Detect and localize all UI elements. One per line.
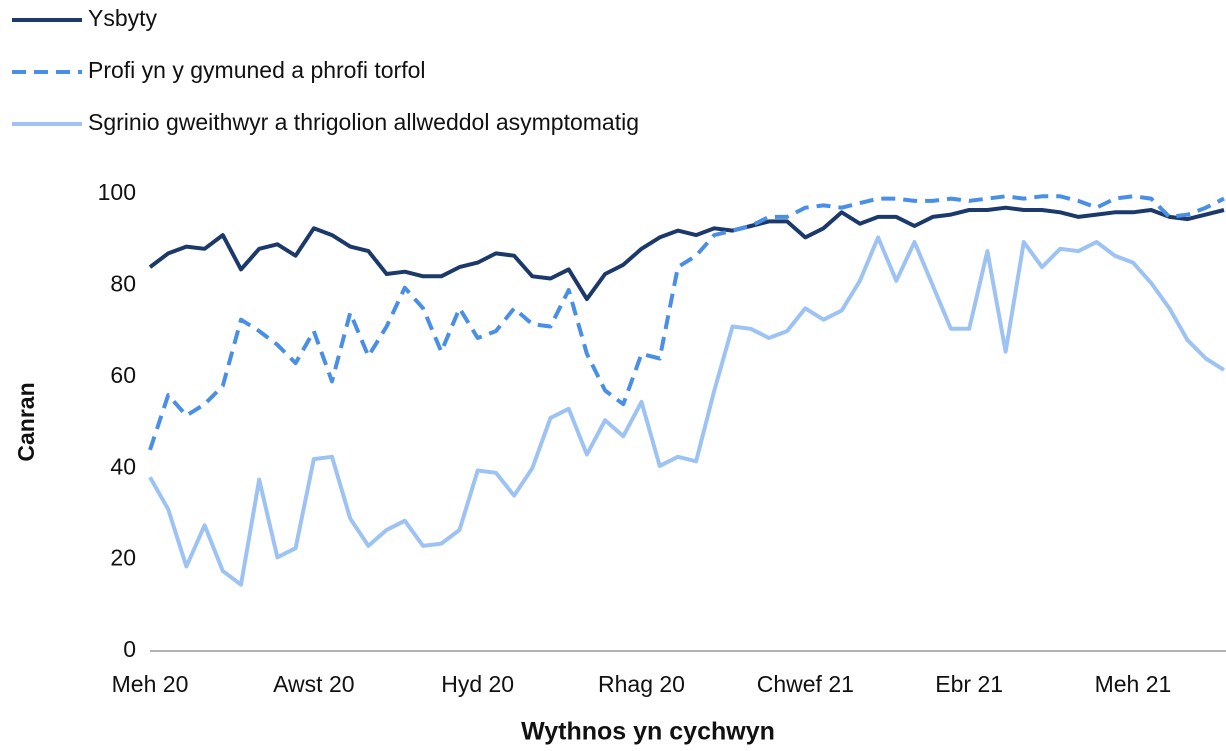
- y-tick-label: 20: [110, 545, 136, 571]
- x-tick-label: Chwef 21: [757, 671, 854, 697]
- y-tick-label: 0: [123, 636, 136, 662]
- x-tick-label: Rhag 20: [598, 671, 685, 697]
- x-tick-label: Awst 20: [273, 671, 354, 697]
- y-tick-label: 60: [110, 362, 136, 388]
- series-line: [148, 205, 1225, 302]
- x-tick-label: Meh 21: [1095, 671, 1172, 697]
- y-tick-label: 100: [98, 179, 136, 205]
- y-tick-label: 40: [110, 453, 136, 479]
- legend-label: Profi yn y gymuned a phrofi torfol: [88, 57, 426, 83]
- x-tick-label: Hyd 20: [441, 671, 514, 697]
- series-line: [148, 235, 1226, 587]
- y-tick-label: 80: [110, 270, 136, 296]
- x-axis-title: Wythnos yn cychwyn: [521, 718, 775, 746]
- series-line: [148, 194, 1225, 451]
- legend-label: Sgrinio gweithwyr a thrigolion allweddol…: [88, 109, 639, 135]
- x-tick-label: Meh 20: [112, 671, 189, 697]
- x-tick-label: Ebr 21: [935, 671, 1003, 697]
- legend-label: Ysbyty: [88, 5, 158, 31]
- y-axis-title: Canran: [13, 382, 39, 461]
